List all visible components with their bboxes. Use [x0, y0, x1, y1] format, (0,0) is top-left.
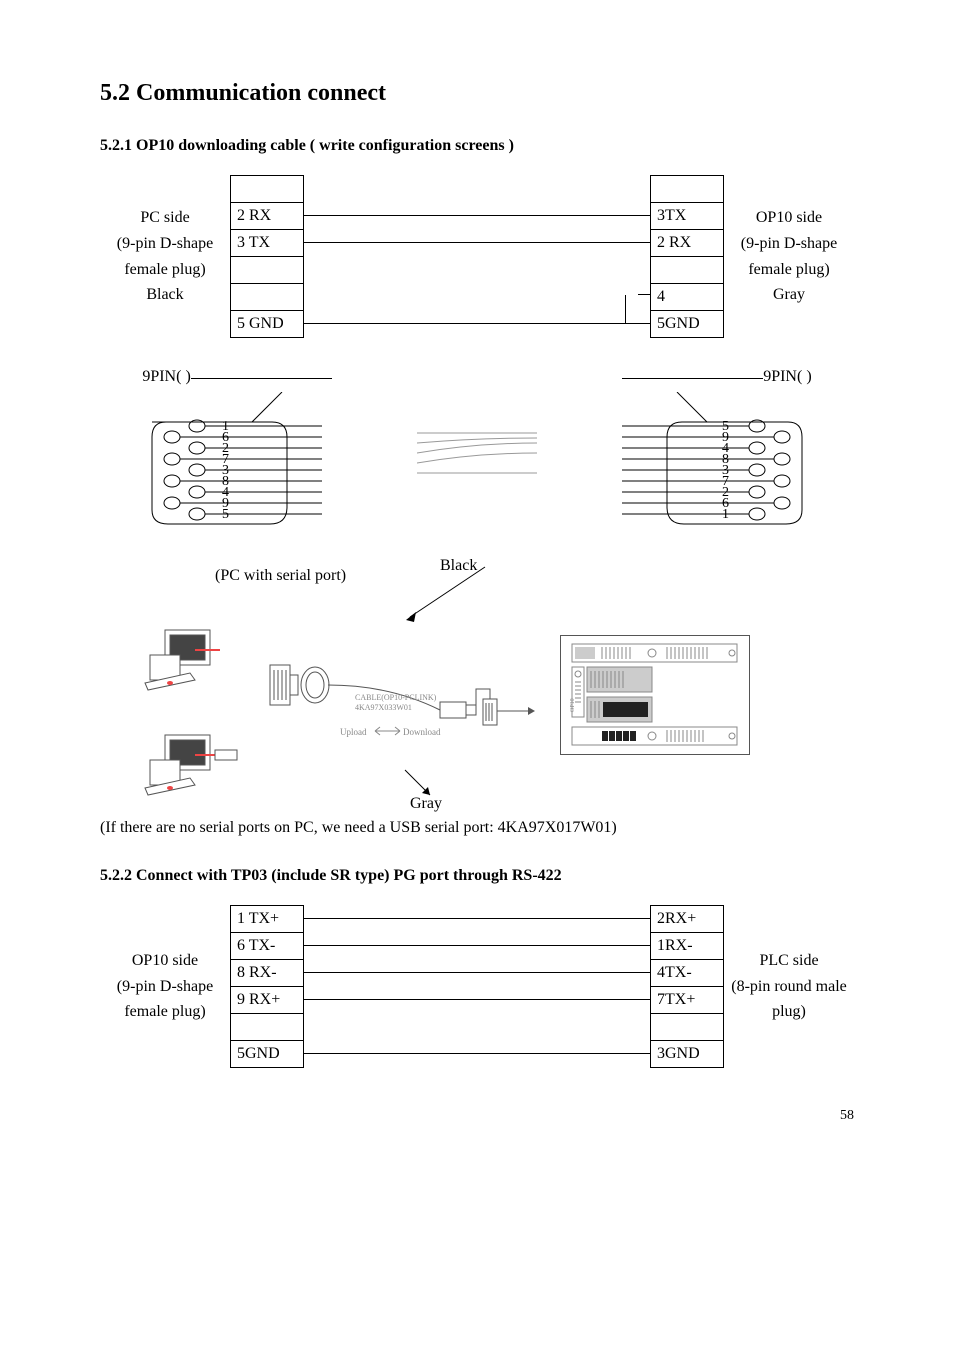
label-line: female plug) [724, 257, 854, 283]
setup-illustration: CABLE(OP10-PCLINK) 4KA97X033W01 Upload D… [140, 595, 854, 805]
cell [230, 283, 304, 310]
cell: 2RX+ [650, 905, 724, 932]
heading-5-2-1: 5.2.1 OP10 downloading cable ( write con… [100, 137, 854, 155]
label-line: Black [100, 282, 230, 308]
pin-cells-left: 1 TX+ 6 TX- 8 RX- 9 RX+ 5GND [230, 905, 304, 1068]
usb-note: (If there are no serial ports on PC, we … [100, 819, 854, 837]
cell [230, 175, 304, 202]
svg-text:4KA97X033W01: 4KA97X033W01 [355, 703, 412, 712]
cell: 9 RX+ [230, 986, 304, 1013]
connector-left: 9PIN( ) 16 27 38 49 5 [142, 368, 332, 537]
pc-side-label: PC side (9-pin D-shape female plug) Blac… [100, 175, 230, 338]
page-number: 58 [100, 1108, 854, 1124]
arrow-icon [400, 765, 460, 805]
svg-text:OP10: OP10 [570, 698, 576, 712]
label-line: (8-pin round male [724, 974, 854, 1000]
cell [650, 256, 724, 283]
computer-icon [140, 730, 240, 805]
cell: 4TX- [650, 959, 724, 986]
cell [650, 175, 724, 202]
pc-serial-label: (PC with serial port) [215, 567, 854, 585]
label-line: (9-pin D-shape [100, 231, 230, 257]
label-line: plug) [724, 999, 854, 1025]
cell: 2 RX [230, 202, 304, 229]
pin-header-label: 9PIN( ) [763, 368, 811, 386]
label-line: PLC side [724, 948, 854, 974]
gray-label: Gray [410, 795, 854, 813]
svg-text:Download: Download [403, 727, 441, 737]
op10-side-label: OP10 side (9-pin D-shape female plug) Gr… [724, 175, 854, 338]
cell: 4 [650, 283, 724, 310]
cell: 5 GND [230, 310, 304, 338]
label-line: female plug) [100, 257, 230, 283]
cable-illustration: CABLE(OP10-PCLINK) 4KA97X033W01 Upload D… [260, 655, 540, 780]
db9-connector-icon: 59 48 37 26 1 [622, 392, 812, 532]
cell [230, 1013, 304, 1040]
label-line: OP10 side [100, 948, 230, 974]
cell: 7TX+ [650, 986, 724, 1013]
cell: 3GND [650, 1040, 724, 1068]
label-line: PC side [100, 205, 230, 231]
wire-bundle-icon [417, 383, 537, 523]
cell: 1RX- [650, 932, 724, 959]
pin-cells-right: 2RX+ 1RX- 4TX- 7TX+ 3GND [650, 905, 724, 1068]
label-line: (9-pin D-shape [100, 974, 230, 1000]
cell: 5GND [650, 310, 724, 338]
cell: 8 RX- [230, 959, 304, 986]
db9-connector-icon: 16 27 38 49 5 [142, 392, 332, 532]
pin-header-label: 9PIN( ) [142, 368, 190, 386]
svg-text:CABLE(OP10-PCLINK): CABLE(OP10-PCLINK) [355, 693, 437, 702]
cell: 3TX [650, 202, 724, 229]
cell: 5GND [230, 1040, 304, 1068]
op10-side-label: OP10 side (9-pin D-shape female plug) [100, 905, 230, 1068]
cell: 3 TX [230, 229, 304, 256]
cell: 6 TX- [230, 932, 304, 959]
cell: 2 RX [650, 229, 724, 256]
cell: 1 TX+ [230, 905, 304, 932]
svg-text:Upload: Upload [340, 727, 367, 737]
plc-side-label: PLC side (8-pin round male plug) [724, 905, 854, 1068]
cell [230, 256, 304, 283]
label-line: OP10 side [724, 205, 854, 231]
svg-text:1: 1 [722, 507, 729, 522]
pin-table-1: PC side (9-pin D-shape female plug) Blac… [100, 175, 854, 338]
op10-device-icon: OP10 [560, 635, 750, 755]
cell [650, 1013, 724, 1040]
pin-table-2: OP10 side (9-pin D-shape female plug) 1 … [100, 905, 854, 1068]
svg-text:5: 5 [222, 507, 229, 522]
pin-cells-right: 3TX 2 RX 4 5GND [650, 175, 724, 338]
label-line: Gray [724, 282, 854, 308]
wire-area [304, 905, 650, 1068]
computer-icon [140, 625, 240, 700]
heading-5-2: 5.2 Communication connect [100, 80, 854, 107]
wire-area [304, 175, 650, 338]
connector-diagrams: 9PIN( ) 16 27 38 49 5 [100, 368, 854, 537]
connector-right: 9PIN( ) 59 48 37 26 1 [622, 368, 812, 537]
pin-cells-left: 2 RX 3 TX 5 GND [230, 175, 304, 338]
label-line: (9-pin D-shape [724, 231, 854, 257]
label-line: female plug) [100, 999, 230, 1025]
heading-5-2-2: 5.2.2 Connect with TP03 (include SR type… [100, 867, 854, 885]
